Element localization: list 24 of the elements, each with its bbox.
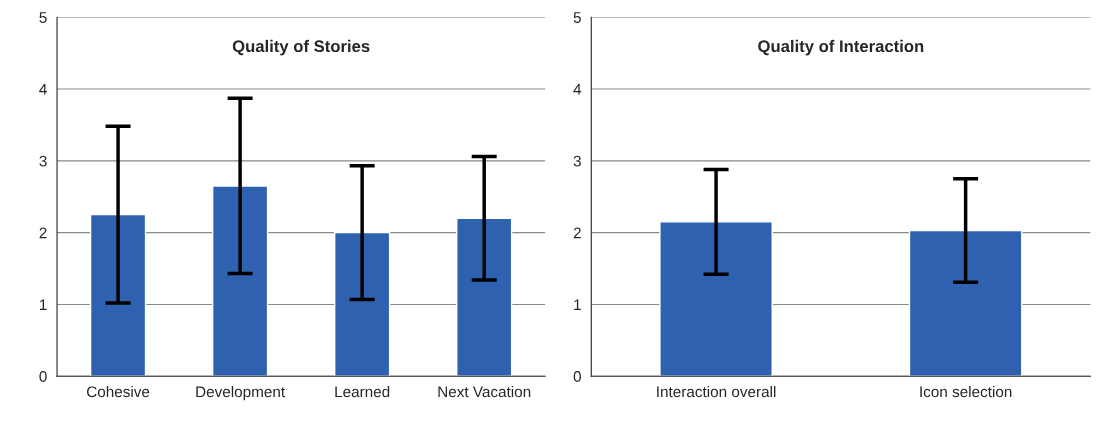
y-tick-label: 2 — [573, 227, 581, 239]
text: Quality of Stories — [232, 39, 370, 56]
x-tick-label: Icon selection — [920, 385, 1012, 398]
y-tick-label: 2 — [39, 227, 47, 239]
bar — [211, 185, 269, 377]
y-tick-label: 4 — [39, 84, 47, 95]
x-tick-label: Learned — [335, 385, 390, 398]
bar — [456, 217, 513, 377]
bar — [333, 231, 391, 377]
x-tick-label: Interaction overall — [657, 385, 776, 398]
x-tick-label: Next Vacation — [438, 385, 531, 398]
y-tick-label: 5 — [39, 12, 47, 23]
text: Quality of Interaction — [758, 39, 924, 56]
x-tick-label: Development — [196, 385, 286, 401]
y-tick-label: 1 — [39, 299, 47, 310]
y-tick-label: 1 — [574, 299, 581, 310]
bar — [89, 213, 147, 377]
y-tick-label: 3 — [39, 155, 47, 167]
y-tick-label: 0 — [39, 371, 47, 382]
y-tick-label: 0 — [573, 371, 581, 382]
y-tick-label: 5 — [573, 12, 581, 23]
x-tick-label: Cohesive — [87, 385, 150, 398]
y-tick-label: 4 — [573, 84, 582, 95]
y-tick-label: 3 — [573, 155, 581, 167]
